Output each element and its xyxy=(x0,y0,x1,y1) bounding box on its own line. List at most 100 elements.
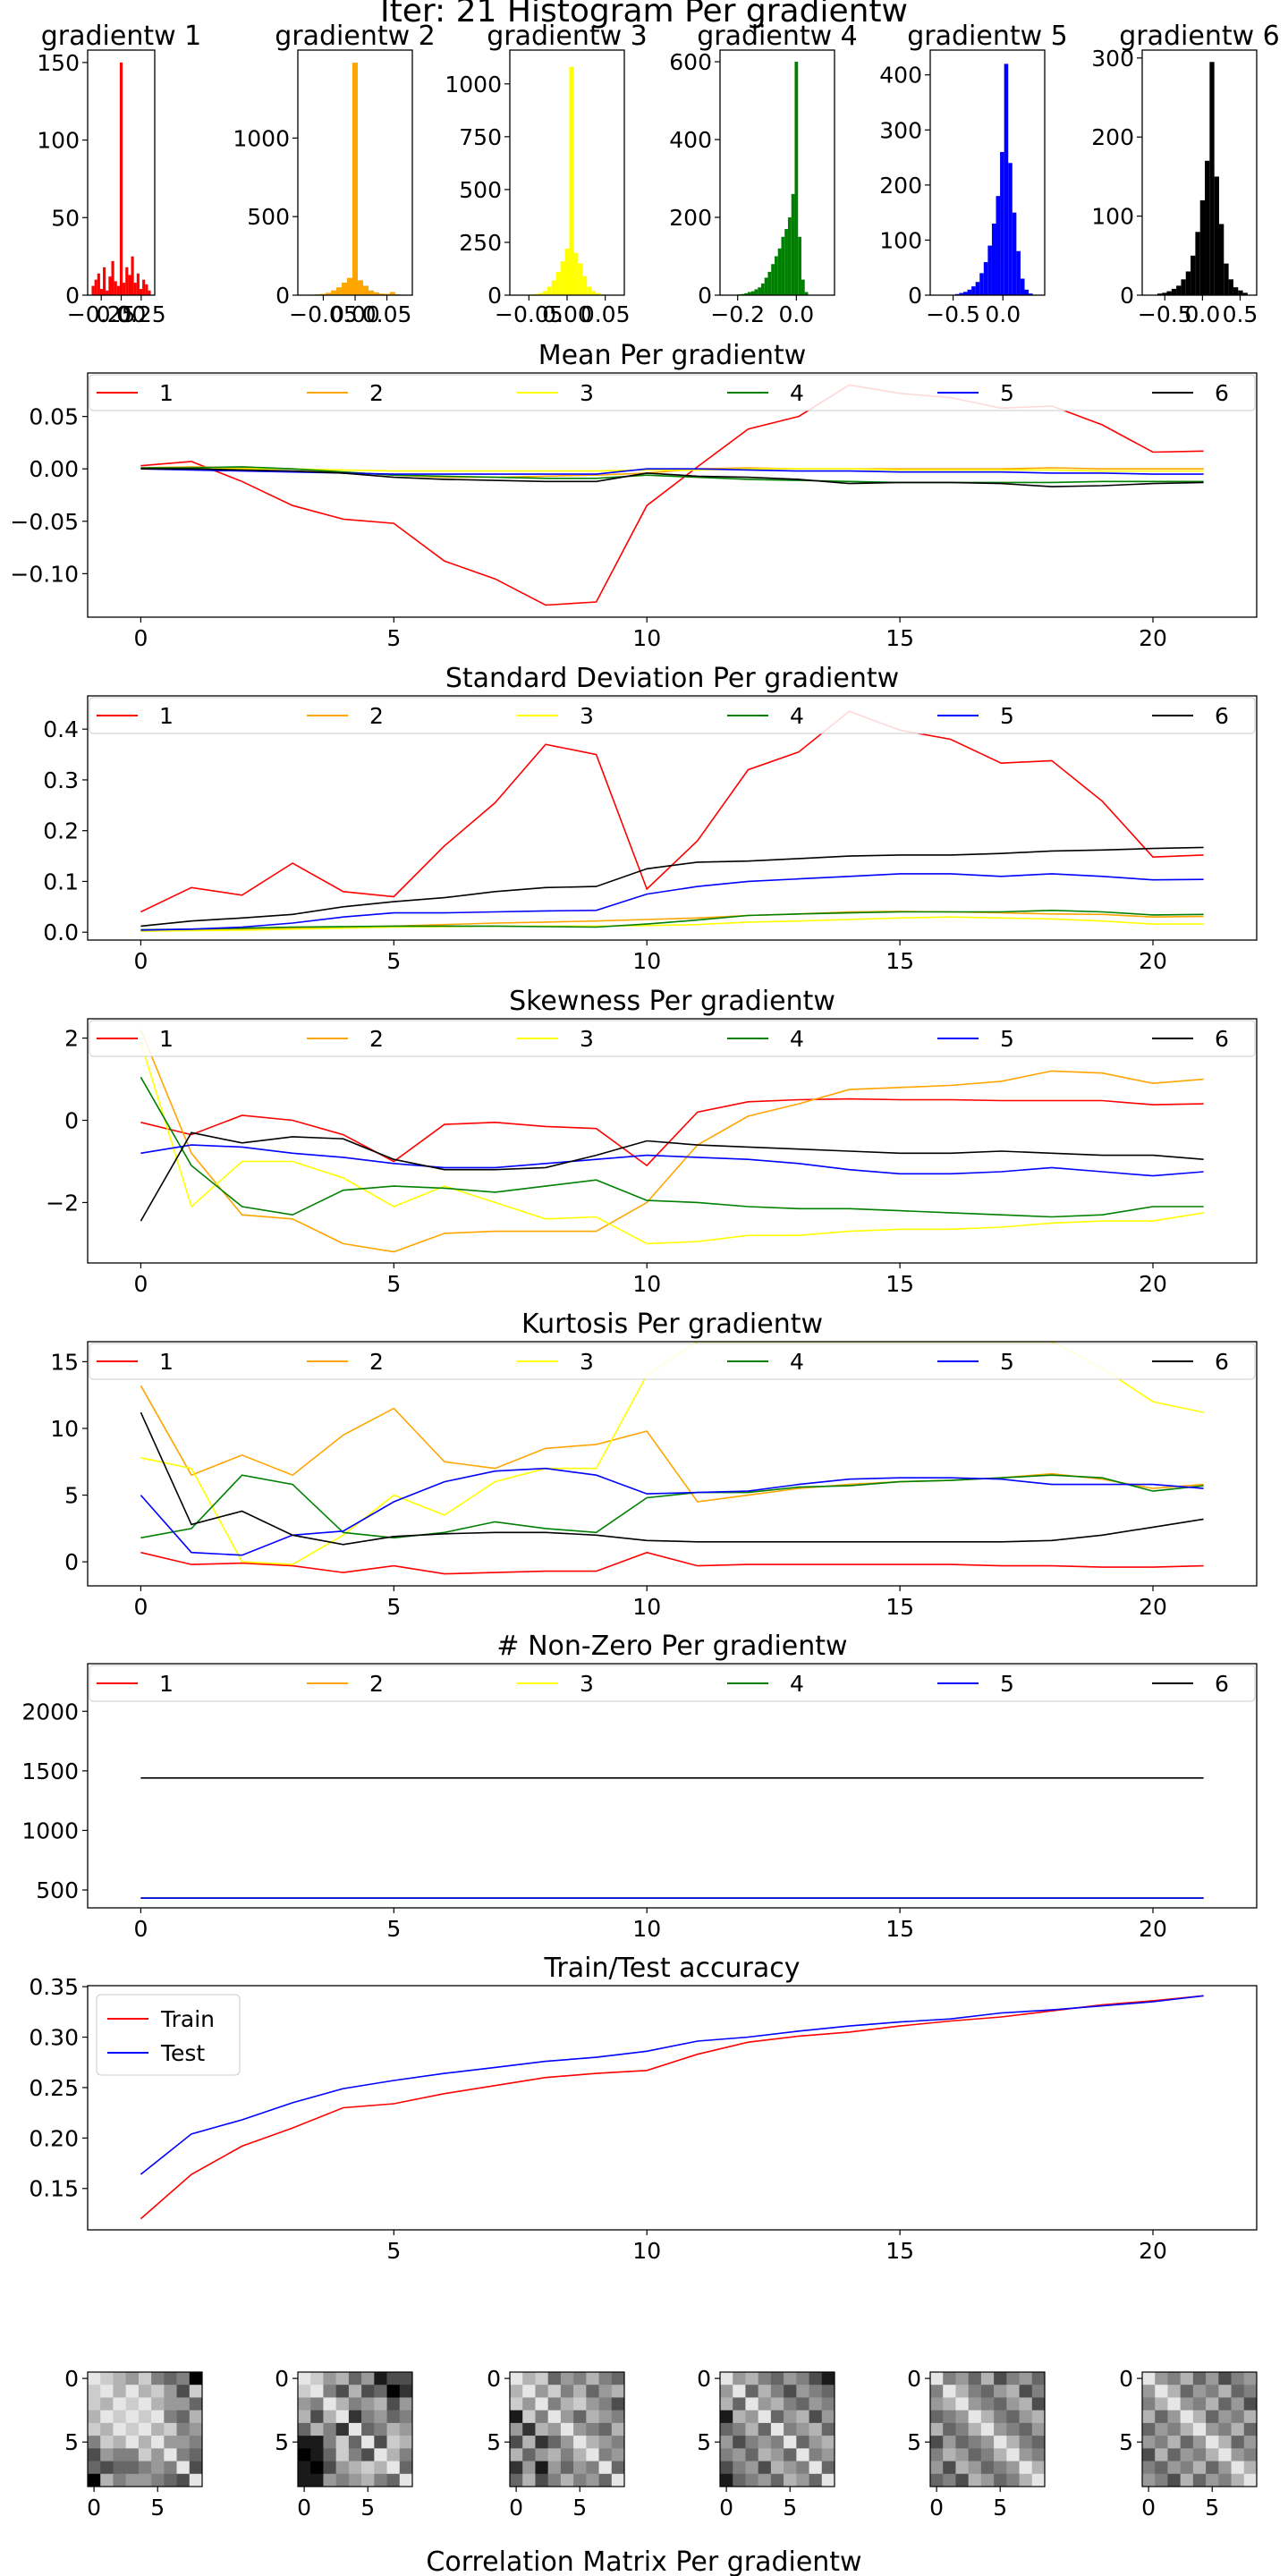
heatmap-cell xyxy=(176,2410,191,2424)
heatmap-cell xyxy=(510,2422,523,2436)
heatmap-cell xyxy=(784,2448,797,2462)
ytick-label: 0.35 xyxy=(29,1974,79,2000)
hist-bar xyxy=(145,284,148,295)
heatmap-cell xyxy=(335,2372,350,2385)
xtick-label: 20 xyxy=(1139,948,1167,974)
heatmap-cell xyxy=(510,2372,523,2385)
heatmap-cell xyxy=(535,2372,548,2385)
series-line-6 xyxy=(140,846,1204,928)
heatmap-cell xyxy=(1243,2461,1258,2475)
heatmap-cell xyxy=(1192,2410,1207,2424)
xtick-label: 0 xyxy=(133,625,148,651)
ytick-label: 0 xyxy=(64,2366,79,2392)
heatmap-cell xyxy=(611,2461,625,2475)
heatmap-cell xyxy=(796,2385,809,2398)
heatmap-cell xyxy=(1031,2461,1046,2475)
heatmap-cell xyxy=(298,2448,311,2462)
hist-bar xyxy=(547,286,552,295)
hist-bar xyxy=(569,66,574,296)
heatmap-cell xyxy=(560,2422,574,2436)
hist-bar xyxy=(1238,290,1243,295)
heatmap-cell xyxy=(323,2448,336,2462)
heatmap-cell xyxy=(745,2385,758,2398)
heatmap-cell xyxy=(374,2473,387,2487)
heatmap-cell xyxy=(1231,2372,1245,2385)
heatmap-cell xyxy=(758,2461,772,2475)
hist-bar xyxy=(1029,293,1033,295)
axes-frame xyxy=(87,1018,1258,1264)
heatmap-cell xyxy=(164,2410,177,2424)
heatmap-cell xyxy=(547,2436,562,2449)
hist-bar xyxy=(764,277,768,295)
heatmap-cell xyxy=(386,2461,401,2475)
heatmap-cell xyxy=(522,2436,536,2449)
hist-bar xyxy=(747,292,751,295)
heatmap-cell xyxy=(720,2397,733,2411)
heatmap-cell xyxy=(809,2410,823,2424)
heatmap-cell xyxy=(310,2473,324,2487)
heatmap-cell xyxy=(138,2473,152,2487)
heatmap-cell xyxy=(164,2397,177,2411)
ytick-label: 5 xyxy=(487,2429,501,2455)
heatmap-cell xyxy=(611,2422,625,2436)
ytick-label: 5 xyxy=(1119,2429,1133,2455)
heatmap-cell xyxy=(100,2461,114,2475)
histogram-3: gradientw 3 0 250 500 750 1000 −0.050.000.05 xyxy=(445,21,647,327)
heatmap-cell xyxy=(784,2372,797,2385)
heatmap-cell xyxy=(176,2385,191,2398)
heatmap-cell xyxy=(943,2385,956,2398)
heatmap-cell xyxy=(980,2372,995,2385)
hist-bar xyxy=(336,287,343,295)
heatmap-cell xyxy=(1167,2397,1181,2411)
heatmap-cell xyxy=(598,2461,613,2475)
heatmap-cell xyxy=(758,2372,772,2385)
xtick-label: 0.05 xyxy=(362,301,412,327)
heatmap-cell xyxy=(522,2385,536,2398)
heatmap-cell xyxy=(522,2410,536,2424)
hist-bar xyxy=(996,196,1001,295)
heatmap-cell xyxy=(1155,2422,1168,2436)
heatmap-cell xyxy=(745,2436,758,2449)
hist-bar xyxy=(368,290,374,295)
heatmap-cell xyxy=(930,2436,944,2449)
heatmap-cell xyxy=(1155,2436,1168,2449)
hist-bar xyxy=(1185,271,1191,295)
heatmap-cell xyxy=(1231,2436,1245,2449)
ytick-label: 200 xyxy=(879,173,922,199)
heatmap-cell xyxy=(573,2410,587,2424)
heatmap-cell xyxy=(745,2372,758,2385)
heatmap-cell xyxy=(821,2410,835,2424)
heatmap-cell xyxy=(125,2422,140,2436)
heatmap-cell xyxy=(955,2372,969,2385)
heatmap-cell xyxy=(955,2461,969,2475)
heatmap-cell xyxy=(535,2436,548,2449)
xtick-label: 5 xyxy=(1205,2495,1219,2521)
heatmap-cell xyxy=(88,2372,101,2385)
heatmap-cell xyxy=(335,2385,350,2398)
hist-bar xyxy=(791,193,795,295)
heatmap-cell xyxy=(980,2410,995,2424)
heatmap-cell xyxy=(586,2397,599,2411)
heatmap-cell xyxy=(535,2422,548,2436)
ytick-label: 0.00 xyxy=(29,456,79,482)
hist-bar xyxy=(352,63,358,296)
heatmap-cell xyxy=(151,2422,165,2436)
heatmap-cell xyxy=(1243,2448,1258,2462)
heatmap-cell xyxy=(720,2372,733,2385)
axes-frame xyxy=(87,1663,1258,1909)
heatmap-cell xyxy=(374,2461,387,2475)
heatmap-cell xyxy=(1231,2461,1245,2475)
heatmap-cell xyxy=(611,2397,625,2411)
heatmap-cell xyxy=(138,2436,152,2449)
heatmap-cell xyxy=(323,2422,336,2436)
legend-label: 4 xyxy=(790,380,804,406)
heatmap-cell xyxy=(125,2461,140,2475)
hist-bar xyxy=(771,264,775,295)
xtick-label: −0.2 xyxy=(710,301,765,327)
xtick-label: 10 xyxy=(632,1271,661,1297)
series-line-5 xyxy=(140,873,1204,931)
axes-frame xyxy=(87,695,1258,941)
series-line-6 xyxy=(140,1131,1204,1222)
heatmap-cell xyxy=(386,2448,401,2462)
